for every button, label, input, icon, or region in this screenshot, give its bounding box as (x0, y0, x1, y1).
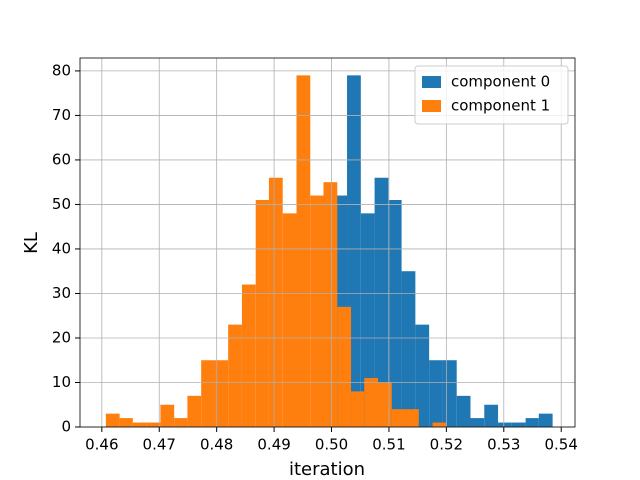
bar (470, 418, 485, 427)
bar (160, 404, 175, 427)
bar (323, 182, 338, 427)
bar (391, 409, 406, 427)
legend-label: component 0 (451, 73, 550, 91)
bar (525, 418, 539, 427)
bar (201, 360, 215, 427)
x-tick-label: 0.48 (200, 436, 233, 454)
x-axis-label: iteration (289, 459, 365, 480)
x-tick-label: 0.49 (257, 436, 290, 454)
bar (282, 213, 297, 427)
x-tick-label: 0.52 (430, 436, 463, 454)
legend-swatch (422, 76, 441, 88)
bar (401, 271, 416, 427)
y-tick-label: 80 (52, 61, 71, 79)
bar (484, 404, 499, 427)
x-tick-label: 0.46 (85, 436, 118, 454)
bar (268, 177, 283, 427)
bar (214, 360, 229, 427)
y-tick-label: 50 (52, 195, 71, 213)
bar (374, 177, 389, 427)
y-tick-label: 0 (61, 418, 71, 436)
y-tick-label: 70 (52, 106, 71, 124)
bar (498, 422, 512, 427)
legend-swatch (422, 100, 441, 112)
bar (119, 418, 133, 427)
x-tick-label: 0.51 (372, 436, 405, 454)
bar (337, 306, 352, 427)
bar (511, 422, 526, 427)
bar (132, 422, 147, 427)
y-tick-label: 10 (52, 373, 71, 391)
x-tick-label: 0.53 (487, 436, 520, 454)
bar (360, 213, 375, 427)
bar (378, 382, 392, 427)
bar (388, 199, 402, 427)
y-tick-label: 60 (52, 150, 71, 168)
bar (429, 360, 443, 427)
y-tick-label: 40 (52, 239, 71, 257)
bar (364, 378, 379, 427)
bar (296, 75, 311, 427)
x-tick-label: 0.47 (143, 436, 176, 454)
bar (538, 413, 553, 427)
x-tick-label: 0.54 (545, 436, 578, 454)
legend-box (414, 65, 569, 125)
bar (228, 324, 242, 427)
bar (310, 195, 324, 427)
bar (105, 413, 120, 427)
y-tick-label: 20 (52, 328, 71, 346)
bar (415, 324, 430, 427)
bar (432, 422, 447, 427)
bar (146, 422, 161, 427)
bar (405, 409, 419, 427)
legend-label: component 1 (451, 97, 550, 115)
bar (456, 395, 471, 427)
y-tick-label: 30 (52, 284, 71, 302)
bar (255, 199, 269, 427)
bar (187, 395, 202, 427)
axes-frame (79, 57, 576, 428)
x-tick-label: 0.50 (315, 436, 348, 454)
bar (442, 360, 457, 427)
y-axis-label: KL (21, 232, 42, 254)
bar (174, 418, 188, 427)
bar (351, 391, 365, 427)
bar (241, 284, 256, 427)
